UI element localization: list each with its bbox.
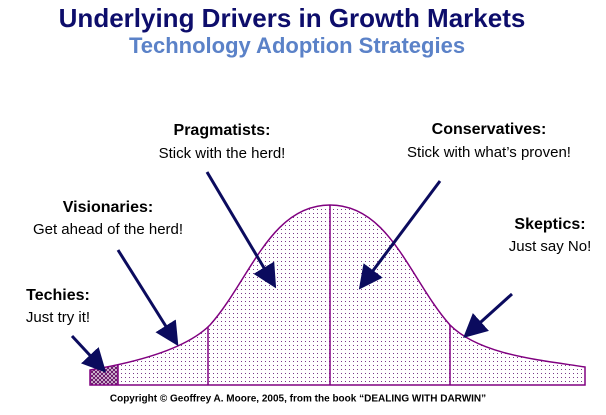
arrows — [70, 171, 514, 373]
arrow — [70, 334, 107, 373]
segment-tagline: Stick with what’s proven! — [407, 144, 571, 161]
segment-tagline: Just say No! — [509, 238, 592, 255]
copyright: Copyright © Geoffrey A. Moore, 2005, fro… — [110, 394, 486, 405]
arrow — [358, 180, 442, 290]
segment-name: Skeptics: — [514, 216, 585, 233]
segment-tagline: Just try it! — [26, 309, 90, 326]
arrow — [116, 249, 179, 347]
title: Underlying Drivers in Growth Markets — [59, 3, 526, 33]
segment-tagline: Stick with the herd! — [159, 145, 286, 162]
arrow — [205, 171, 277, 289]
segment-tagline: Get ahead of the herd! — [33, 221, 183, 238]
subtitle: Technology Adoption Strategies — [129, 33, 465, 58]
curve-outline — [89, 204, 586, 386]
arrow — [463, 292, 514, 339]
segment-name: Techies: — [26, 287, 90, 304]
segment-name: Conservatives: — [432, 121, 547, 138]
segment-name: Pragmatists: — [174, 122, 271, 139]
segment-name: Visionaries: — [63, 199, 153, 216]
